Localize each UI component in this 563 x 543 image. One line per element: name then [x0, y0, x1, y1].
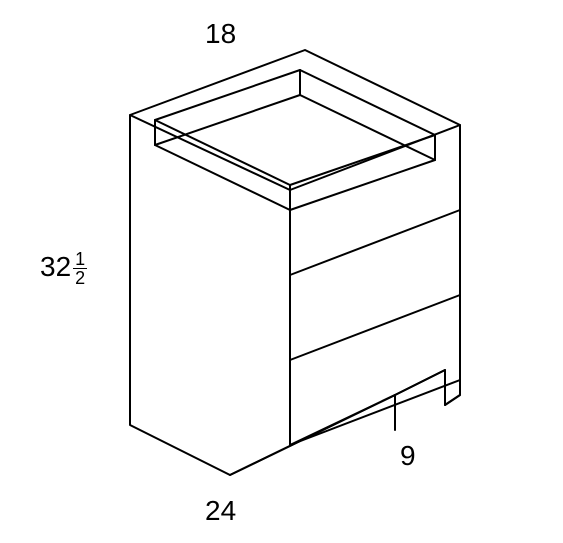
toe-kick-value: 9: [400, 440, 416, 471]
outer-shell: [130, 50, 460, 475]
height-frac-bot: 2: [73, 269, 87, 287]
height-fraction: 12: [73, 250, 87, 287]
width-label: 18: [205, 18, 236, 50]
depth-label: 24: [205, 495, 236, 527]
toe-kick-label: 9: [400, 440, 416, 472]
width-value: 18: [205, 18, 236, 49]
height-whole: 32: [40, 251, 71, 282]
cabinet-body: [130, 50, 460, 475]
height-label: 3212: [40, 250, 87, 287]
depth-value: 24: [205, 495, 236, 526]
height-frac-top: 1: [73, 250, 87, 269]
